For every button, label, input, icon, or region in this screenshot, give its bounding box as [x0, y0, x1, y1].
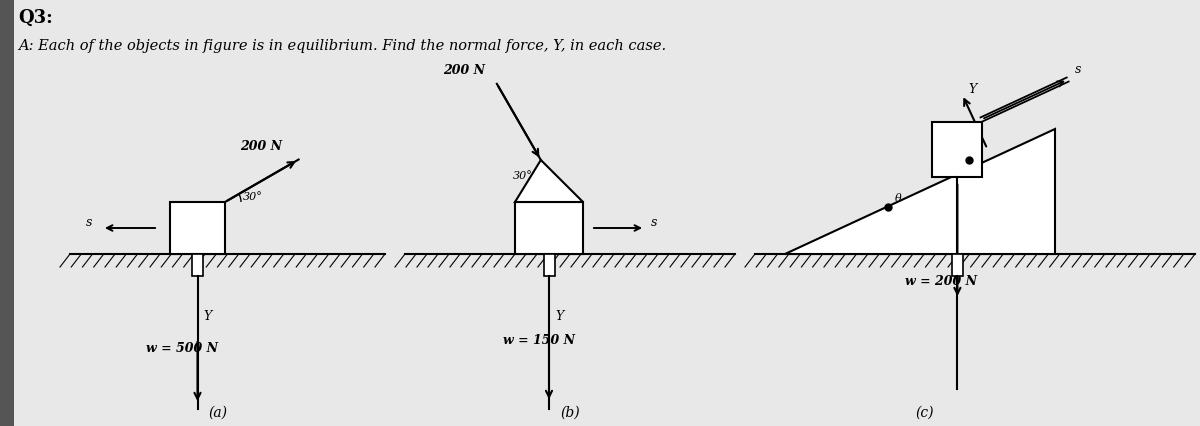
Text: Q3:: Q3: — [18, 9, 53, 27]
Text: s: s — [85, 216, 92, 228]
Text: A: Each of the objects in figure is in equilibrium. Find the normal force, Y, in: A: Each of the objects in figure is in e… — [18, 39, 666, 53]
Text: w = 150 N: w = 150 N — [503, 333, 575, 346]
Text: Y: Y — [968, 82, 977, 95]
Text: s: s — [650, 216, 658, 228]
Polygon shape — [515, 161, 583, 202]
Text: θ: θ — [895, 193, 901, 203]
Bar — [170, 202, 226, 254]
Text: 30°: 30° — [244, 192, 263, 201]
Text: w = 500 N: w = 500 N — [145, 341, 217, 354]
Text: 200 N: 200 N — [240, 140, 282, 153]
Text: θ: θ — [976, 153, 982, 163]
Text: (b): (b) — [560, 405, 580, 419]
Bar — [515, 202, 583, 254]
Text: (c): (c) — [916, 405, 935, 419]
Text: s: s — [1075, 62, 1081, 75]
Text: Y: Y — [554, 309, 563, 322]
Bar — [932, 122, 983, 177]
Text: 30°: 30° — [512, 170, 533, 181]
Text: Y: Y — [204, 309, 211, 322]
Bar — [0, 0, 14, 426]
Bar — [192, 254, 203, 276]
Text: (a): (a) — [208, 405, 227, 419]
Polygon shape — [785, 130, 1055, 254]
Text: 200 N: 200 N — [443, 63, 485, 77]
Bar — [544, 254, 554, 276]
Bar — [952, 254, 962, 276]
Text: w = 200 N: w = 200 N — [906, 274, 978, 287]
